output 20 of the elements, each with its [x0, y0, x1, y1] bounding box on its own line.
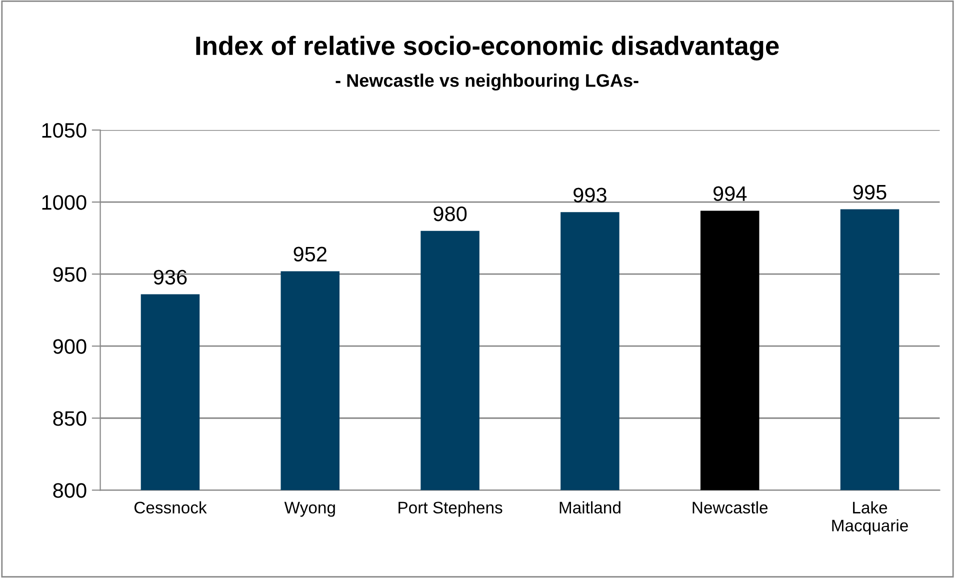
chart-title: Index of relative socio-economic disadvantage [196, 36, 779, 60]
data-label: 995 [853, 184, 886, 200]
y-tick-label: 900 [53, 339, 86, 354]
x-tick-label: Cessnock [134, 501, 207, 514]
y-tick-label: 800 [53, 483, 86, 498]
x-tick-label: Newcastle [692, 501, 768, 514]
y-tick-label: 1000 [42, 195, 86, 210]
x-tick-label: Maitland [560, 501, 620, 514]
data-label: 994 [713, 186, 747, 202]
y-tick-label: 950 [53, 267, 86, 282]
x-tick-label: Port Stephens [398, 501, 502, 517]
x-tick-label: Wyong [284, 502, 335, 517]
y-tick-label: 1050 [42, 123, 86, 138]
data-label: 952 [294, 246, 326, 262]
data-label: 993 [574, 188, 606, 202]
data-label: 936 [154, 270, 187, 285]
y-tick-label: 850 [53, 411, 86, 426]
x-tick-label: Lake Macquarie [832, 501, 908, 535]
chart-subtitle: - Newcastle vs neighbouring LGAs- [336, 74, 638, 91]
data-label: 980 [434, 206, 467, 222]
